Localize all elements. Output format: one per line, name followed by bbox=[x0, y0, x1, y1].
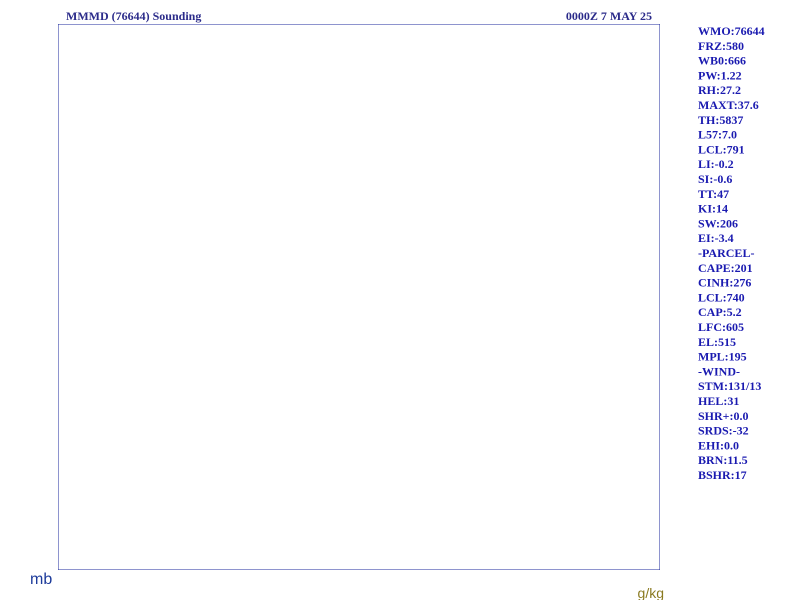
index-row: RH:27.2 bbox=[698, 83, 741, 97]
index-row: KI:14 bbox=[698, 202, 728, 216]
index-row: EL:515 bbox=[698, 335, 736, 349]
index-row: SRDS:-32 bbox=[698, 424, 749, 438]
index-row: FRZ:580 bbox=[698, 39, 744, 53]
index-row: L57:7.0 bbox=[698, 128, 737, 142]
index-row: CAPE:201 bbox=[698, 261, 753, 275]
index-row: EHI:0.0 bbox=[698, 438, 739, 452]
index-row: STM:131/13 bbox=[698, 379, 761, 393]
index-row: SW:206 bbox=[698, 216, 738, 230]
index-row: MAXT:37.6 bbox=[698, 98, 759, 112]
index-row: LCL:791 bbox=[698, 142, 745, 156]
plot-border bbox=[58, 24, 660, 570]
index-row: PW:1.22 bbox=[698, 68, 742, 82]
sounding-time: 0000Z 7 MAY 25 bbox=[566, 9, 652, 23]
index-row: TH:5837 bbox=[698, 113, 743, 127]
background-grid bbox=[58, 24, 660, 570]
index-row: CAP:5.2 bbox=[698, 305, 742, 319]
index-row: -WIND- bbox=[698, 364, 740, 378]
axis-labels: 100200300400500600700800900100014270 m12… bbox=[30, 571, 664, 600]
stability-indices-panel: WMO:76644FRZ:580WB0:666PW:1.22RH:27.2MAX… bbox=[698, 24, 765, 482]
index-row: -PARCEL- bbox=[698, 246, 754, 260]
index-row: WB0:666 bbox=[698, 54, 746, 68]
mixing-ratio-unit: g/kg bbox=[638, 585, 664, 600]
pressure-unit-label: mb bbox=[30, 571, 52, 588]
index-row: SHR+:0.0 bbox=[698, 409, 749, 423]
station-title: MMMD (76644) Sounding bbox=[66, 9, 201, 23]
index-row: LFC:605 bbox=[698, 320, 744, 334]
index-row: LI:-0.2 bbox=[698, 157, 734, 171]
index-row: BSHR:17 bbox=[698, 468, 747, 482]
index-row: CINH:276 bbox=[698, 276, 751, 290]
index-row: WMO:76644 bbox=[698, 24, 765, 38]
index-row: LCL:740 bbox=[698, 290, 745, 304]
index-row: TT:47 bbox=[698, 187, 729, 201]
index-row: MPL:195 bbox=[698, 350, 747, 364]
index-row: SI:-0.6 bbox=[698, 172, 732, 186]
index-row: EI:-3.4 bbox=[698, 231, 734, 245]
index-row: BRN:11.5 bbox=[698, 453, 748, 467]
index-row: HEL:31 bbox=[698, 394, 739, 408]
